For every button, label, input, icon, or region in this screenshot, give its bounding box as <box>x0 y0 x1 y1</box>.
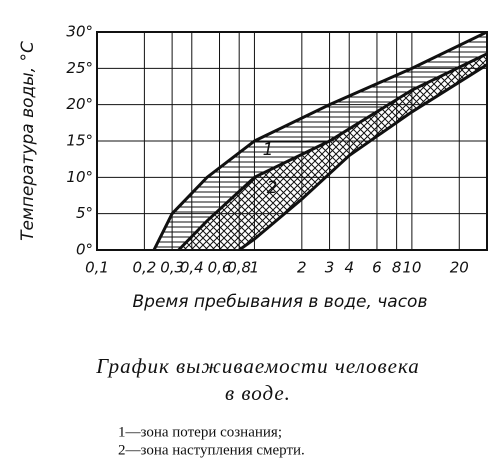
x-tick-label: 0,4 <box>180 259 204 277</box>
caption: в воде. <box>225 381 291 405</box>
plot-frame <box>96 31 488 251</box>
x-axis-label: Время пребывания в воде, часов <box>133 292 428 312</box>
y-tick-label: 15° <box>66 132 93 150</box>
x-tick-label: 0,1 <box>85 259 109 277</box>
zone-fill <box>178 53 487 250</box>
y-axis-label: Температура воды, °C <box>18 41 38 241</box>
y-tick-label: 0° <box>76 241 93 259</box>
legend-entry: 1—зона потери сознания; <box>118 424 282 440</box>
x-tick-label: 4 <box>344 259 354 277</box>
x-tick-label: 8 <box>392 259 402 277</box>
x-tick-label: 10 <box>402 259 421 277</box>
y-tick-label: 10° <box>66 168 93 186</box>
y-tick-label: 30° <box>66 23 93 41</box>
zone-label: 1 <box>263 140 274 160</box>
x-tick-label: 0,6 <box>208 259 232 277</box>
x-tick-label: 0,3 <box>160 259 184 277</box>
y-tick-label: 20° <box>66 95 93 113</box>
x-tick-label: 20 <box>450 259 469 277</box>
x-tick-label: 3 <box>325 259 335 277</box>
x-tick-label: 1 <box>250 259 260 277</box>
y-tick-label: 5° <box>76 204 93 222</box>
x-tick-label: 0,2 <box>132 259 156 277</box>
zone-label: 2 <box>267 178 278 198</box>
boundary-curve <box>177 52 487 250</box>
x-tick-label: 0,8 <box>227 259 251 277</box>
x-tick-label: 6 <box>372 259 382 277</box>
x-tick-label: 2 <box>297 259 307 277</box>
caption: График выживаемости человека <box>95 354 420 378</box>
legend-entry: 2—зона наступления смерти. <box>118 442 305 458</box>
y-tick-label: 25° <box>66 59 93 77</box>
